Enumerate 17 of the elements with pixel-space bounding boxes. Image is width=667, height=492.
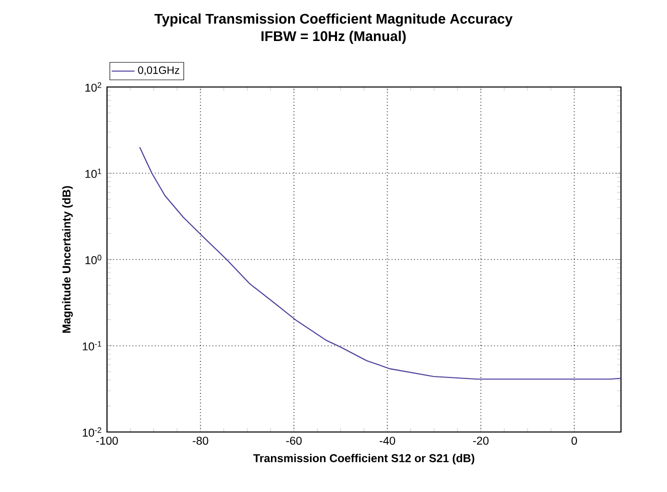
y-tick-label: 10$^{-2}$: [82, 427, 102, 437]
y-tick-label: 10$^{-1}$: [82, 341, 102, 350]
chart-subtitle: IFBW = 10Hz (Manual): [262, 30, 406, 44]
x-axis-title: Transmission Coefficient S12 or S21 (dB): [253, 454, 474, 464]
y-axis-title: Magnitude Uncertainty (dB): [62, 186, 73, 333]
x-tick-label: -60: [286, 436, 302, 445]
x-tick-label: -20: [473, 436, 489, 445]
x-tick-label: -80: [192, 436, 208, 445]
x-tick-label: 0: [572, 436, 577, 445]
y-tick-label: 10$^{2}$: [85, 82, 102, 92]
x-tick-label: -100: [96, 436, 118, 445]
chart-title: Typical Transmission Coefficient Magnitude Accuracy: [154, 13, 513, 27]
line-series: [139, 146, 621, 380]
x-tick-label: -40: [380, 436, 396, 445]
legend-label: 0,01GHz: [138, 66, 180, 76]
y-tick-label: 10$^{0}$: [85, 254, 102, 264]
y-tick-label: 10$^{1}$: [85, 168, 102, 178]
